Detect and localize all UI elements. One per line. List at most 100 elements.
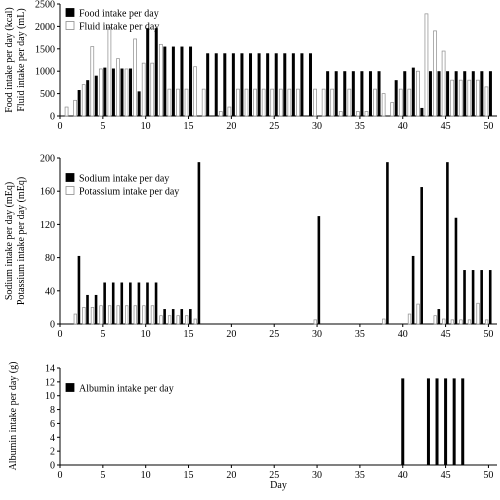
bar-sodium-intake-per-day-day-4 — [94, 294, 98, 324]
bar-sodium-intake-per-day-day-50 — [488, 270, 492, 324]
x-axis-label: Day — [270, 480, 287, 491]
bar-potassium-intake-per-day-day-42 — [416, 303, 420, 325]
bar-food-intake-per-day-day-4 — [94, 75, 98, 116]
bar-fluid-intake-per-day-day-21 — [236, 88, 240, 117]
bar-food-intake-per-day-day-47 — [463, 71, 467, 116]
bar-food-intake-per-day-day-40 — [403, 71, 407, 116]
bar-fluid-intake-per-day-day-30 — [313, 88, 317, 117]
bar-potassium-intake-per-day-day-30 — [313, 319, 317, 325]
bar-sodium-intake-per-day-day-15 — [189, 309, 192, 324]
bar-potassium-intake-per-day-day-41 — [407, 313, 412, 325]
x-tick-label: 40 — [398, 121, 408, 132]
y-axis-label: Fluid intake per day (mL) — [16, 8, 27, 111]
x-tick-label: 25 — [269, 470, 279, 481]
x-tick-label: 50 — [483, 329, 493, 340]
bar-potassium-intake-per-day-day-15 — [185, 315, 189, 325]
bar-fluid-intake-per-day-day-13 — [167, 88, 172, 117]
bar-food-intake-per-day-day-3 — [86, 80, 90, 116]
y-axis-label: Albumin intake per day (g) — [8, 362, 19, 471]
bar-fluid-intake-per-day-day-1 — [64, 106, 69, 117]
bar-food-intake-per-day-day-34 — [351, 71, 355, 116]
bar-fluid-intake-per-day-day-47 — [458, 79, 463, 117]
y-tick-label: 40 — [45, 286, 55, 297]
bar-sodium-intake-per-day-day-11 — [154, 282, 158, 324]
x-tick-label: 10 — [141, 329, 151, 340]
legend-label: Food intake per day — [79, 9, 159, 20]
bar-albumin-intake-per-day-day-45 — [444, 378, 448, 465]
bar-food-intake-per-day-day-31 — [326, 71, 330, 116]
bar-food-intake-per-day-day-14 — [180, 46, 184, 117]
x-tick-label: 25 — [269, 329, 279, 340]
x-tick-label: 0 — [58, 470, 63, 481]
bar-fluid-intake-per-day-day-5 — [98, 68, 103, 117]
bar-sodium-intake-per-day-day-49 — [480, 270, 483, 324]
legend-swatch — [65, 21, 75, 30]
bar-sodium-intake-per-day-day-7 — [120, 282, 124, 324]
bar-sodium-intake-per-day-day-42 — [420, 187, 423, 324]
bar-food-intake-per-day-day-9 — [137, 91, 141, 116]
bar-food-intake-per-day-day-45 — [446, 71, 450, 116]
y-tick-label: 4 — [50, 433, 55, 444]
bar-food-intake-per-day-day-20 — [231, 53, 235, 116]
bar-sodium-intake-per-day-day-13 — [171, 309, 175, 324]
bar-food-intake-per-day-day-23 — [257, 53, 261, 116]
legend-swatch — [65, 173, 75, 182]
bar-sodium-intake-per-day-day-38 — [386, 162, 389, 324]
y-tick-label: 120 — [40, 220, 55, 231]
x-tick-label: 25 — [269, 121, 279, 132]
bar-fluid-intake-per-day-day-4 — [90, 46, 95, 117]
bar-fluid-intake-per-day-day-41 — [407, 88, 412, 117]
bar-food-intake-per-day-day-49 — [480, 71, 484, 116]
bar-food-intake-per-day-day-11 — [154, 28, 158, 116]
bar-food-intake-per-day-day-29 — [308, 53, 312, 116]
legend-label: Albumin intake per day — [79, 384, 174, 395]
panel-1: 0 500 1000 1500 2000 2500 0 5 10 15 20 25 30 35 40 45 50… — [4, 0, 497, 132]
bar-food-intake-per-day-day-46 — [454, 71, 458, 116]
bar-food-intake-per-day-day-35 — [360, 71, 364, 116]
x-tick-label: 30 — [312, 121, 322, 132]
bar-food-intake-per-day-day-5 — [103, 67, 107, 116]
bar-food-intake-per-day-day-39 — [394, 80, 398, 116]
bar-food-intake-per-day-day-19 — [223, 53, 227, 116]
y-tick-label: 1500 — [35, 44, 55, 55]
bar-fluid-intake-per-day-day-2 — [73, 99, 77, 117]
y-tick-label: 2000 — [35, 22, 55, 33]
x-tick-label: 10 — [141, 470, 151, 481]
bar-potassium-intake-per-day-day-3 — [82, 307, 86, 325]
bar-food-intake-per-day-day-24 — [266, 53, 270, 116]
x-tick-label: 0 — [58, 329, 63, 340]
bar-potassium-intake-per-day-day-44 — [433, 315, 437, 325]
bar-fluid-intake-per-day-day-49 — [476, 79, 480, 117]
x-tick-label: 10 — [141, 121, 151, 132]
bar-food-intake-per-day-day-7 — [120, 68, 124, 116]
bar-fluid-intake-per-day-day-42 — [416, 70, 420, 117]
x-tick-label: 5 — [100, 121, 105, 132]
y-tick-label: 2 — [50, 447, 55, 458]
y-tick-label: 8 — [50, 405, 55, 416]
bar-potassium-intake-per-day-day-49 — [476, 302, 480, 325]
x-tick-label: 0 — [58, 121, 63, 132]
bar-fluid-intake-per-day-day-33 — [338, 111, 343, 117]
bar-fluid-intake-per-day-day-36 — [364, 111, 369, 117]
y-tick-label: 10 — [45, 391, 55, 402]
bar-sodium-intake-per-day-day-14 — [180, 309, 184, 324]
x-tick-label: 30 — [312, 329, 322, 340]
bar-food-intake-per-day-day-32 — [334, 71, 338, 116]
bar-fluid-intake-per-day-day-24 — [261, 88, 266, 117]
bar-food-intake-per-day-day-13 — [171, 46, 175, 117]
bar-food-intake-per-day-day-36 — [368, 71, 372, 116]
bar-food-intake-per-day-day-22 — [249, 53, 253, 116]
bar-potassium-intake-per-day-day-48 — [467, 319, 472, 325]
bar-sodium-intake-per-day-day-41 — [411, 255, 415, 324]
bar-sodium-intake-per-day-day-12 — [163, 309, 166, 324]
x-tick-label: 5 — [100, 329, 105, 340]
x-tick-label: 40 — [398, 470, 408, 481]
bar-food-intake-per-day-day-10 — [146, 28, 150, 116]
bar-fluid-intake-per-day-day-14 — [176, 88, 180, 117]
bar-fluid-intake-per-day-day-11 — [150, 62, 155, 117]
bar-albumin-intake-per-day-day-47 — [461, 378, 465, 465]
bar-potassium-intake-per-day-day-5 — [99, 305, 103, 325]
x-tick-label: 15 — [184, 470, 194, 481]
y-tick-label: 500 — [40, 89, 55, 100]
